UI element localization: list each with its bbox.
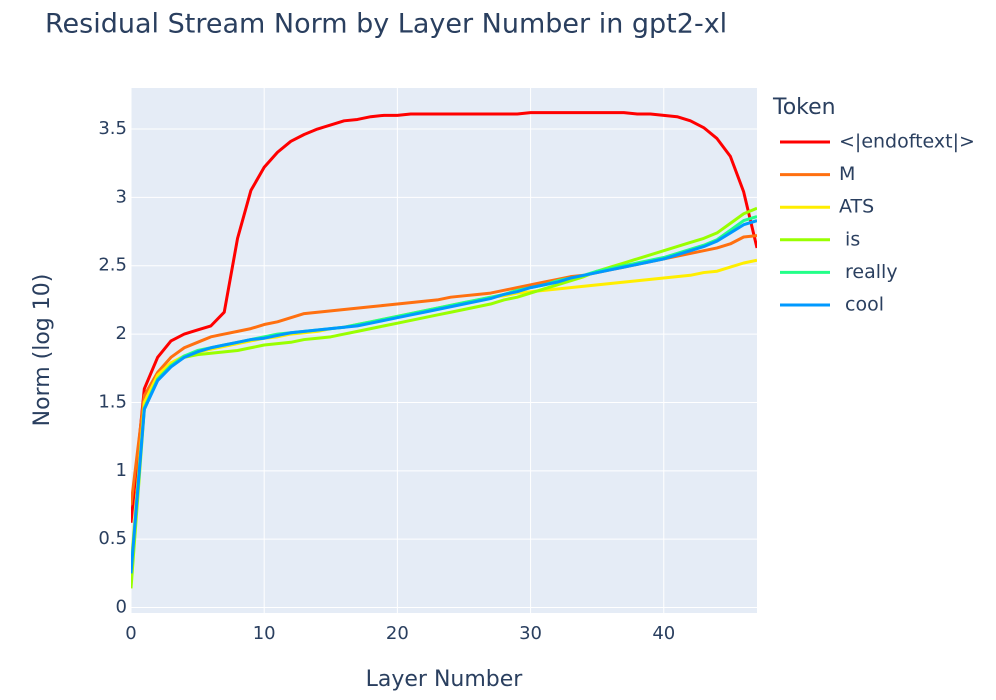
series-line: [131, 206, 757, 589]
legend-label[interactable]: ATS: [839, 196, 874, 218]
legend-label[interactable]: cool: [839, 294, 884, 316]
legend: <|endoftext|> M ATS is really cool: [780, 131, 975, 316]
y-tick-label: 2.5: [98, 255, 127, 276]
legend-label[interactable]: <|endoftext|>: [839, 131, 975, 153]
x-tick-label: 0: [125, 623, 136, 644]
chart-title: Residual Stream Norm by Layer Number in …: [45, 9, 727, 40]
x-tick-label: 10: [253, 623, 276, 644]
grid: [130, 88, 757, 613]
y-tick-label: 1: [116, 460, 127, 481]
y-tick-label: 1.5: [98, 391, 127, 412]
legend-title: Token: [772, 95, 836, 120]
y-tick-label: 3.5: [98, 118, 127, 139]
x-axis-title: Layer Number: [366, 667, 524, 692]
x-tick-label: 30: [519, 623, 542, 644]
legend-label[interactable]: M: [839, 163, 855, 185]
legend-label[interactable]: really: [839, 261, 898, 283]
y-tick-label: 0: [116, 597, 127, 618]
y-tick-label: 3: [116, 186, 127, 207]
y-tick-label: 0.5: [98, 528, 127, 549]
x-tick-label: 20: [386, 623, 409, 644]
y-axis-title: Norm (log 10): [30, 274, 55, 427]
series-line: [131, 219, 757, 574]
legend-label[interactable]: is: [839, 228, 860, 250]
y-tick-label: 2: [116, 323, 127, 344]
series-line: [131, 111, 757, 523]
lines: [131, 111, 757, 589]
x-tick-label: 40: [652, 623, 675, 644]
